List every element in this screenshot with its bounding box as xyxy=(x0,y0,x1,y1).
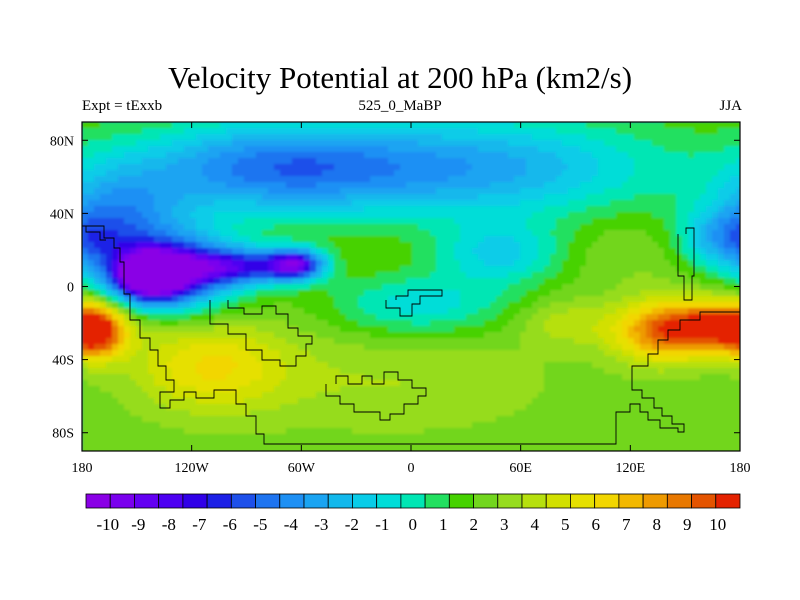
x-tick-label: 120E xyxy=(616,461,646,476)
colorbar-label: 5 xyxy=(561,515,570,534)
y-tick-label: 40S xyxy=(52,354,74,369)
colorbar-box xyxy=(230,493,256,509)
colorbar-box xyxy=(570,493,596,509)
colorbar-box xyxy=(279,493,305,509)
colorbar-label: -5 xyxy=(253,515,267,534)
colorbar-box xyxy=(448,493,474,509)
y-tick-label: 0 xyxy=(67,281,74,296)
colorbar-box xyxy=(642,493,668,509)
season-label: JJA xyxy=(719,98,742,114)
x-tick-label: 0 xyxy=(408,461,415,476)
colorbar-box xyxy=(545,493,571,509)
colorbar-box xyxy=(158,493,184,509)
colorbar-label: 10 xyxy=(709,515,726,534)
colorbar-box xyxy=(352,493,378,509)
colorbar-box xyxy=(521,493,547,509)
coastline-4 xyxy=(677,227,695,301)
colorbar-box xyxy=(206,493,232,509)
coastline-2 xyxy=(385,289,443,317)
x-tick-label: 60E xyxy=(509,461,532,476)
colorbar-box xyxy=(303,493,329,509)
colorbar-label: 1 xyxy=(439,515,448,534)
colorbar-label: 7 xyxy=(622,515,631,534)
colorbar-box xyxy=(424,493,450,509)
longitude-axis: 180 120W 60W 0 60E 120E 180 xyxy=(72,122,751,476)
y-tick-label: 80N xyxy=(50,134,74,149)
latitude-axis: 80N 40N 0 40S 80S xyxy=(50,134,740,442)
colorbar-label: -10 xyxy=(96,515,119,534)
x-tick-label: 60W xyxy=(288,461,316,476)
colorbar-box xyxy=(134,493,160,509)
x-tick-label: 120W xyxy=(175,461,210,476)
colorbar-box xyxy=(618,493,644,509)
colorbar-label: 9 xyxy=(683,515,692,534)
colorbar-box xyxy=(182,493,208,509)
run-label: 525_0_MaBP xyxy=(358,98,442,114)
colorbar-label: 2 xyxy=(470,515,479,534)
field-cells xyxy=(82,122,740,451)
colorbar-box xyxy=(594,493,620,509)
colorbar-label: 8 xyxy=(653,515,662,534)
x-tick-label: 180 xyxy=(72,461,93,476)
colorbar-label: -3 xyxy=(314,515,328,534)
colorbar-label: 0 xyxy=(409,515,418,534)
colorbar-box xyxy=(400,493,426,509)
map-title: Velocity Potential at 200 hPa (km2/s) xyxy=(167,60,633,95)
coastline-0 xyxy=(82,225,740,445)
colorbar-box xyxy=(327,493,353,509)
colorbar-label: -2 xyxy=(345,515,359,534)
colorbar-label: 4 xyxy=(531,515,540,534)
colorbar-label: -7 xyxy=(192,515,207,534)
colorbar-label: -1 xyxy=(375,515,389,534)
colorbar-label: -8 xyxy=(162,515,176,534)
coastline-5 xyxy=(82,225,106,241)
colorbar-box xyxy=(255,493,281,509)
colorbar-box xyxy=(691,493,717,509)
colorbar-box xyxy=(497,493,523,509)
coastline-outlines xyxy=(82,225,740,445)
colorbar-box xyxy=(85,493,111,509)
colorbar-label: -4 xyxy=(284,515,299,534)
colorbar-box xyxy=(473,493,499,509)
colorbar-box xyxy=(376,493,402,509)
colorbar-label: 3 xyxy=(500,515,509,534)
colorbar-label: -6 xyxy=(223,515,237,534)
experiment-label: Expt = tExxb xyxy=(82,98,163,114)
coastline-3 xyxy=(325,371,427,421)
colorbar: -10 -9 -8 -7 -6 -5 -4 -3 -2 -1 0 1 2 3 4 5 6 7 8 9 10 xyxy=(85,493,741,534)
colorbar-label: -9 xyxy=(131,515,145,534)
y-tick-label: 80S xyxy=(52,427,74,442)
y-tick-label: 40N xyxy=(50,207,74,222)
colorbar-label: 6 xyxy=(592,515,601,534)
coastline-1 xyxy=(209,300,313,367)
colorbar-box xyxy=(109,493,135,509)
velocity-potential-field xyxy=(82,122,740,451)
colorbar-box xyxy=(715,493,741,509)
colorbar-box xyxy=(666,493,692,509)
x-tick-label: 180 xyxy=(730,461,751,476)
